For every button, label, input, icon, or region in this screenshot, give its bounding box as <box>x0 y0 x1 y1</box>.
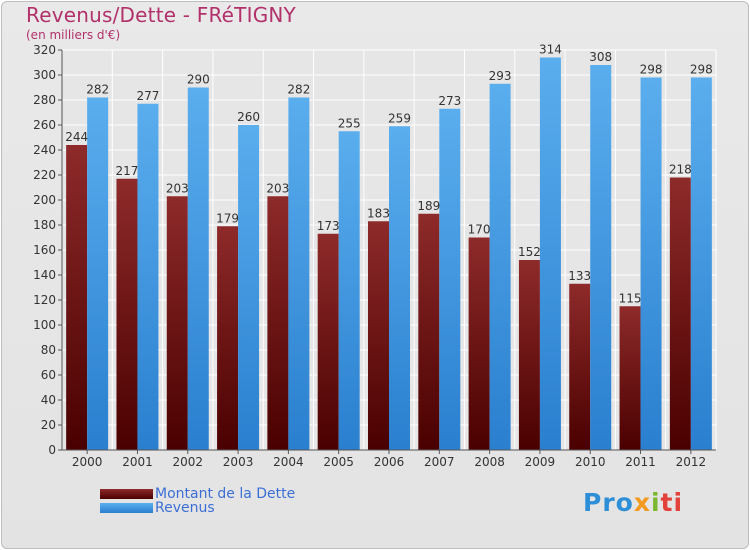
data-label-revenus: 298 <box>690 63 713 77</box>
logo-part-ti: ti <box>660 488 684 517</box>
data-label-revenus: 308 <box>589 50 612 64</box>
bar-debt <box>468 237 490 450</box>
x-tick-label: 2002 <box>172 455 203 469</box>
axes: 0 20 40 60 80 100 120 140 160 180 200 220 240 260 280 3… <box>33 43 716 469</box>
bar-revenus <box>439 108 461 450</box>
data-label-debt: 183 <box>367 206 390 220</box>
data-label-debt: 189 <box>417 199 440 213</box>
legend-label-revenus: Revenus <box>155 500 215 516</box>
logo-part-x: x <box>633 488 651 517</box>
chart-title: Revenus/Dette - FRéTIGNY <box>26 3 296 27</box>
y-tick-label: 240 <box>33 143 56 157</box>
y-tick-label: 0 <box>48 443 56 457</box>
legend-swatch-revenus <box>100 503 153 513</box>
data-label-debt: 152 <box>518 245 541 259</box>
data-label-debt: 115 <box>619 291 642 305</box>
bar-debt <box>267 196 289 450</box>
y-tick-label: 280 <box>33 93 56 107</box>
bar-revenus <box>389 126 410 450</box>
x-tick-label: 2010 <box>575 455 606 469</box>
bar-debt <box>669 177 691 450</box>
proxiti-logo: Proxiti <box>583 488 683 517</box>
x-tick-label: 2006 <box>374 455 405 469</box>
bar-revenus <box>539 57 561 450</box>
bar-revenus <box>590 65 612 450</box>
data-label-debt: 203 <box>166 181 189 195</box>
y-tick-label: 100 <box>33 318 56 332</box>
bar-debt <box>368 221 389 450</box>
y-tick-label: 140 <box>33 268 56 282</box>
data-label-debt: 179 <box>216 211 239 225</box>
bar-revenus <box>640 77 662 450</box>
data-label-revenus: 282 <box>287 83 310 97</box>
bar-debt <box>217 226 239 450</box>
data-label-revenus: 298 <box>640 63 663 77</box>
y-tick-label: 120 <box>33 293 56 307</box>
bar-revenus <box>288 97 310 450</box>
data-label-revenus: 260 <box>237 110 260 124</box>
data-label-debt: 244 <box>65 130 88 144</box>
x-tick-label: 2003 <box>223 455 254 469</box>
x-tick-label: 2012 <box>676 455 707 469</box>
bar-debt <box>66 145 88 450</box>
y-tick-label: 60 <box>41 368 56 382</box>
y-tick-label: 260 <box>33 118 56 132</box>
x-tick-label: 2008 <box>474 455 505 469</box>
bar-debt <box>569 283 591 450</box>
data-label-revenus: 282 <box>86 83 109 97</box>
data-label-revenus: 259 <box>388 111 411 125</box>
x-tick-label: 2000 <box>72 455 103 469</box>
data-label-revenus: 290 <box>187 73 210 87</box>
data-label-debt: 218 <box>669 163 692 177</box>
data-label-revenus: 277 <box>137 89 160 103</box>
bar-debt <box>317 233 339 450</box>
y-tick-label: 220 <box>33 168 56 182</box>
bar-revenus <box>238 125 260 450</box>
y-tick-label: 320 <box>33 43 56 57</box>
data-label-debt: 217 <box>116 164 139 178</box>
y-tick-label: 160 <box>33 243 56 257</box>
x-tick-label: 2009 <box>525 455 556 469</box>
logo-part-pro: Pro <box>583 488 634 517</box>
chart-subtitle: (en milliers d'€) <box>26 28 121 42</box>
legend-label-debt: Montant de la Dette <box>155 486 296 502</box>
x-tick-label: 2005 <box>323 455 354 469</box>
bar-revenus <box>137 103 159 450</box>
logo-part-i: i <box>650 488 661 517</box>
data-labels: 244 282 217 277 203 290 179 260 203 282 173 255 183 2… <box>65 43 713 306</box>
data-label-debt: 170 <box>468 223 491 237</box>
bar-debt <box>619 306 641 450</box>
bar-debt <box>166 196 188 450</box>
x-tick-label: 2004 <box>273 455 304 469</box>
y-tick-label: 300 <box>33 68 56 82</box>
bar-revenus <box>187 87 209 450</box>
data-label-revenus: 314 <box>539 43 562 57</box>
bar-revenus <box>489 83 511 450</box>
y-tick-label: 200 <box>33 193 56 207</box>
bar-revenus <box>338 131 360 450</box>
legend-swatch-debt <box>100 489 153 499</box>
y-tick-label: 40 <box>41 393 56 407</box>
data-label-debt: 203 <box>266 181 289 195</box>
x-tick-label: 2011 <box>625 455 656 469</box>
x-tick-label: 2001 <box>122 455 153 469</box>
y-tick-label: 20 <box>41 418 56 432</box>
data-label-debt: 173 <box>317 219 340 233</box>
y-tick-label: 80 <box>41 343 56 357</box>
data-label-debt: 133 <box>568 269 591 283</box>
bar-revenus <box>87 97 109 450</box>
y-tick-label: 180 <box>33 218 56 232</box>
bars <box>66 57 712 450</box>
bar-debt <box>418 213 440 450</box>
x-tick-label: 2007 <box>424 455 455 469</box>
bar-revenus <box>690 77 712 450</box>
data-label-revenus: 293 <box>489 69 512 83</box>
data-label-revenus: 273 <box>438 94 461 108</box>
bar-debt <box>518 260 540 450</box>
bar-debt <box>116 178 138 450</box>
data-label-revenus: 255 <box>338 116 361 130</box>
